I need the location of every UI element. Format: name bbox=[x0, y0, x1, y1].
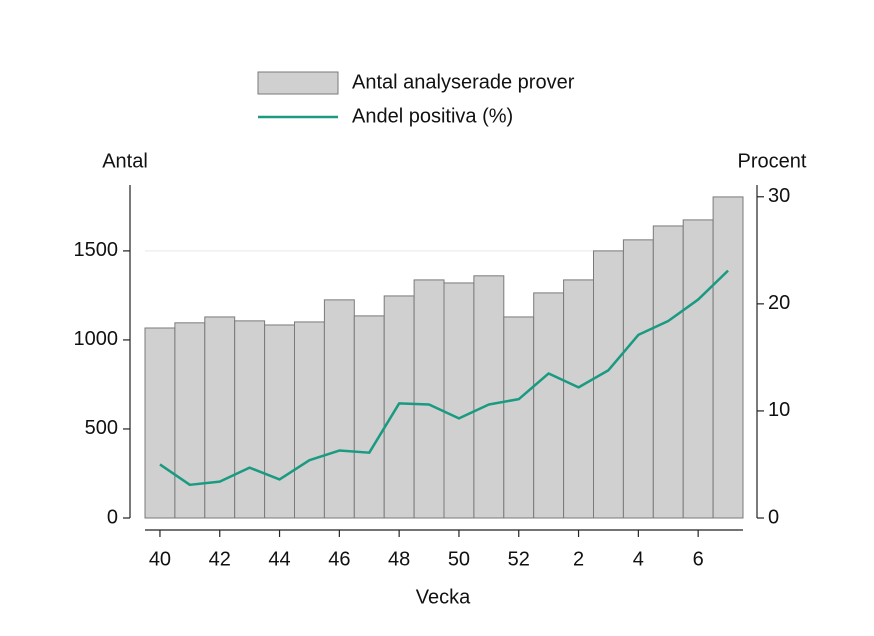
y2-tick-label: 10 bbox=[768, 399, 790, 421]
x-tick-label: 4 bbox=[633, 548, 644, 570]
bar bbox=[503, 316, 535, 519]
x-tick-label: 6 bbox=[693, 548, 704, 570]
bar bbox=[652, 225, 684, 519]
y-tick-label: 1500 bbox=[74, 239, 119, 261]
y2-tick-label: 30 bbox=[768, 185, 790, 207]
bar bbox=[473, 275, 505, 519]
legend-label: Andel positiva (%) bbox=[352, 105, 513, 127]
bar bbox=[264, 324, 296, 519]
x-tick-label: 48 bbox=[388, 548, 410, 570]
bar bbox=[563, 279, 594, 519]
bar bbox=[323, 299, 355, 519]
x-tick-label: 44 bbox=[268, 548, 290, 570]
bar bbox=[383, 295, 415, 519]
bar bbox=[234, 320, 266, 519]
x-tick-label: 42 bbox=[209, 548, 231, 570]
x-tick-label: 50 bbox=[448, 548, 470, 570]
bar bbox=[294, 321, 325, 519]
bar bbox=[413, 279, 445, 519]
bar bbox=[682, 219, 714, 519]
x-tick-label: 52 bbox=[508, 548, 530, 570]
y-tick-label: 500 bbox=[85, 417, 118, 439]
x-tick-label: 2 bbox=[573, 548, 584, 570]
y2-tick-label: 20 bbox=[768, 292, 790, 314]
y-axis-title: Antal bbox=[102, 150, 148, 172]
y2-axis-title: Procent bbox=[738, 150, 807, 172]
bar bbox=[593, 250, 624, 519]
bar bbox=[204, 316, 236, 519]
bar bbox=[353, 315, 385, 519]
bar bbox=[144, 327, 176, 519]
legend-label: Antal analyserade prover bbox=[352, 71, 575, 93]
x-tick-label: 40 bbox=[149, 548, 171, 570]
x-axis-title: Vecka bbox=[416, 586, 471, 608]
line bbox=[159, 269, 729, 487]
y-tick-label: 1000 bbox=[74, 328, 119, 350]
x-tick-label: 46 bbox=[328, 548, 350, 570]
y-tick-label: 0 bbox=[107, 506, 118, 528]
y2-tick-label: 0 bbox=[768, 506, 779, 528]
bar bbox=[622, 239, 654, 519]
bar bbox=[533, 292, 565, 519]
bar bbox=[174, 322, 206, 519]
legend-swatch bbox=[257, 71, 339, 95]
bar bbox=[712, 196, 744, 519]
bar bbox=[443, 282, 475, 519]
